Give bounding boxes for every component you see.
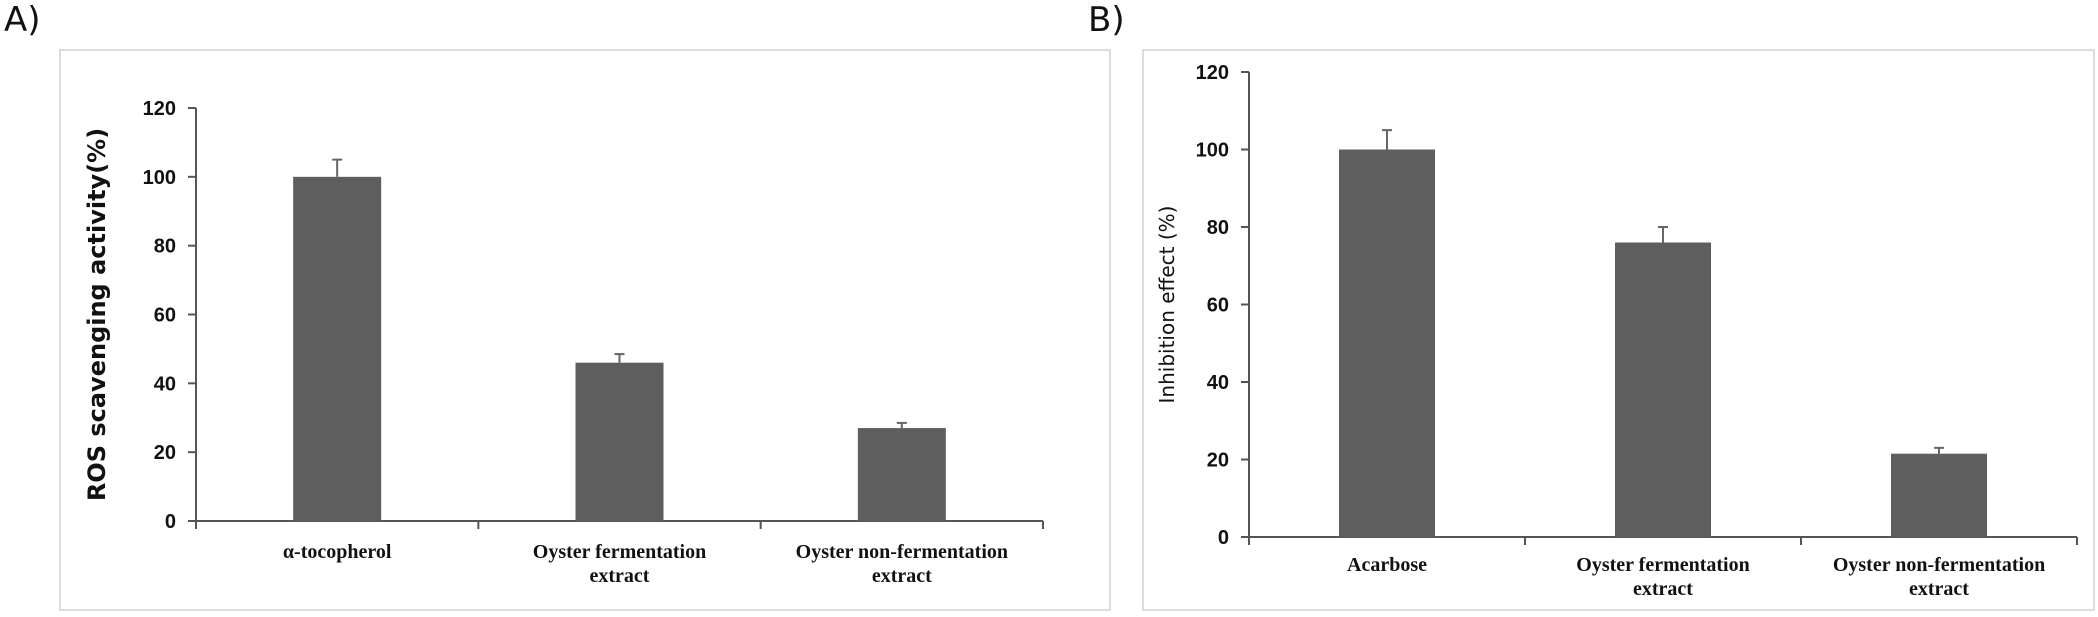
- chart-a-ytick-label: 120: [143, 98, 176, 120]
- chart-a-bar: [575, 362, 664, 521]
- panel-b-label: B): [1088, 0, 1125, 40]
- chart-b-ytick-label: 0: [1218, 527, 1229, 549]
- chart-a-ytick-label: 20: [154, 442, 176, 464]
- chart-b-category-label: Oyster fermentation extract: [1576, 554, 1749, 600]
- chart-b-bar: [1339, 149, 1435, 537]
- chart-a-bar: [857, 428, 946, 521]
- chart-a-ytick-label: 60: [154, 305, 176, 327]
- panel-a-label: A): [4, 0, 41, 40]
- chart-a-ytick-label: 100: [143, 167, 176, 189]
- chart-b-category-label: Oyster non-fermentation extract: [1833, 554, 2045, 600]
- chart-a-ytick-label: 80: [154, 236, 176, 258]
- chart-b-ytick-label: 120: [1196, 62, 1229, 84]
- chart-b-y-axis-title: Inhibition effect (%): [1155, 206, 1179, 404]
- chart-a-bar: [293, 176, 382, 522]
- chart-b-bar: [1615, 242, 1711, 537]
- chart-b-category-label: Acarbose: [1347, 554, 1427, 576]
- chart-a-ytick-label: 40: [154, 373, 176, 395]
- chart-a-category-label: α-tocopherol: [283, 541, 392, 563]
- chart-b: 0 20 40 60 80 100 120 Acarbose Oyster fermentati…: [1155, 62, 2078, 600]
- chart-b-ytick-label: 40: [1207, 372, 1229, 394]
- chart-b-ytick-label: 100: [1196, 140, 1229, 162]
- chart-a-y-axis-title: ROS scavenging activity(%): [83, 128, 111, 501]
- chart-a-category-label: Oyster fermentation extract: [533, 541, 706, 587]
- chart-a-category-label: Oyster non-fermentation extract: [796, 541, 1008, 587]
- chart-a-ytick-label: 0: [165, 511, 176, 533]
- chart-a-frame: [59, 49, 1111, 611]
- chart-a: 0 20 40 60 80 100 120 α-tocopherol Oyster fermen…: [83, 98, 1044, 587]
- chart-b-ytick-label: 60: [1207, 295, 1229, 317]
- chart-b-bar: [1891, 453, 1987, 537]
- chart-b-ytick-label: 80: [1207, 217, 1229, 239]
- chart-b-ytick-label: 20: [1207, 450, 1229, 472]
